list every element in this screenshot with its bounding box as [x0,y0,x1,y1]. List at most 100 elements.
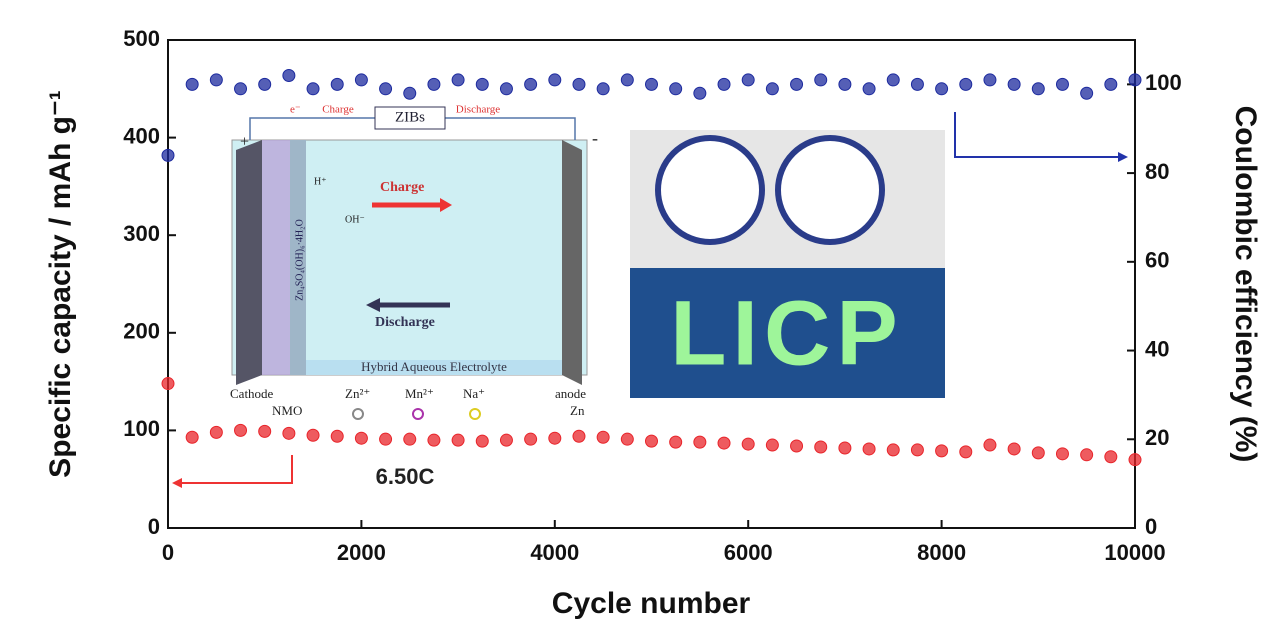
cathode-label: Cathode [230,386,274,401]
mn-ion-label: Mn²⁺ [405,386,434,401]
data-point [621,433,633,445]
data-point [573,78,585,90]
data-point [742,438,754,450]
data-point [984,439,996,451]
data-point [960,446,972,458]
data-point [718,437,730,449]
logo-2 [778,138,882,242]
y-tick-label: 400 [123,123,160,148]
data-point [766,439,778,451]
anode-label: anode [555,386,586,401]
data-point [210,426,222,438]
zn-ion-label: Zn²⁺ [345,386,370,401]
oh-ion: OH⁻ [345,214,365,225]
data-point [162,149,174,161]
data-point [307,429,319,441]
data-point [210,74,222,86]
data-point [235,424,247,436]
y2-axis-title: Coulombic efficiency (%) [1229,106,1262,463]
data-point [404,433,416,445]
data-point [670,436,682,448]
charge-label: Charge [380,180,424,195]
data-point [887,444,899,456]
data-point [404,87,416,99]
x-tick-label: 2000 [337,540,386,565]
annotation: 6.50C [376,464,435,489]
data-point [452,434,464,446]
logo-1 [658,138,762,242]
anode-plate [562,140,582,385]
data-point [1008,78,1020,90]
y-tick-label: 500 [123,26,160,51]
data-point [259,78,271,90]
data-point [259,425,271,437]
y-tick-label: 0 [148,514,160,539]
data-point [1032,83,1044,95]
data-point [162,378,174,390]
data-point [1081,87,1093,99]
data-point [887,74,899,86]
na-ion-label: Na⁺ [463,386,485,401]
data-point [984,74,996,86]
h-ion: H⁺ [314,176,327,187]
data-point [863,443,875,455]
data-point [1056,78,1068,90]
data-point [815,74,827,86]
data-point [718,78,730,90]
capacity-arrow-head [172,478,182,488]
x-tick-label: 6000 [724,540,773,565]
y-tick-label: 300 [123,221,160,246]
data-point [646,435,658,447]
data-point [186,431,198,443]
photo: LICP [630,130,945,398]
ce-arrow [955,112,1120,157]
data-point [1129,454,1141,466]
led-text: LICP [670,282,904,384]
data-point [283,69,295,81]
data-point [186,78,198,90]
data-point [597,431,609,443]
data-point [911,78,923,90]
data-point [500,83,512,95]
data-point [355,432,367,444]
data-point [525,78,537,90]
data-point [331,78,343,90]
chart: ZIBs Charge Discharge e⁻ + - Charge Disc… [0,0,1276,630]
data-point [452,74,464,86]
na-ion-icon [470,409,480,419]
data-point [1105,78,1117,90]
nmo-label: NMO [272,403,302,418]
data-point [670,83,682,95]
data-point [476,435,488,447]
data-point [839,78,851,90]
data-point [694,436,706,448]
discharge-label: Discharge [375,315,435,330]
ce-arrow-head [1118,152,1128,162]
data-point [331,430,343,442]
data-point [791,78,803,90]
data-point [646,78,658,90]
data-point [283,427,295,439]
data-point [863,83,875,95]
capacity-arrow [178,455,292,483]
data-point [355,74,367,86]
data-point [1081,449,1093,461]
x-axis-title: Cycle number [552,587,751,620]
data-point [1105,451,1117,463]
data-point [428,78,440,90]
y-axis-title: Specific capacity / mAh g⁻¹ [44,90,77,478]
y2-tick-label: 80 [1145,159,1169,184]
discharge-top: Discharge [456,104,501,116]
layer-label: Zn₄SO₄(OH)₆·4H₂O [294,219,305,301]
data-point [960,78,972,90]
y-tick-label: 200 [123,319,160,344]
minus-sign: - [592,128,598,148]
x-tick-label: 0 [162,540,174,565]
data-point [525,433,537,445]
plus-sign: + [240,134,249,151]
inset-title: ZIBs [395,109,425,125]
x-tick-label: 10000 [1104,540,1165,565]
electrolyte-label: Hybrid Aqueous Electrolyte [361,359,507,374]
data-point [766,83,778,95]
data-point [742,74,754,86]
